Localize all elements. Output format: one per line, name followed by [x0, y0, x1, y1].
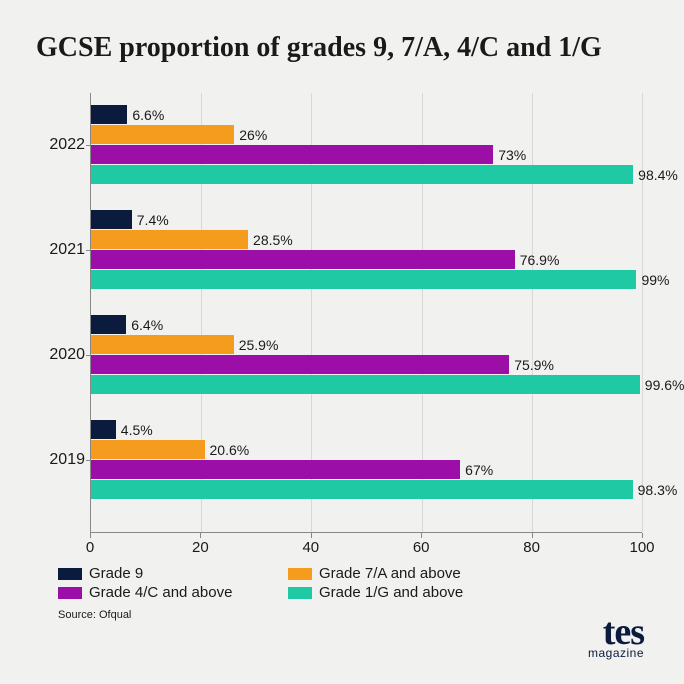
x-tick-label: 40 [302, 539, 319, 556]
chart-title: GCSE proportion of grades 9, 7/A, 4/C an… [36, 30, 648, 65]
bar: 4.5% [91, 420, 116, 439]
legend-swatch [58, 587, 82, 599]
legend-item: Grade 4/C and above [58, 584, 288, 601]
bar: 25.9% [91, 335, 234, 354]
bar: 98.4% [91, 165, 633, 184]
legend-item: Grade 9 [58, 565, 288, 582]
bar-row: 6.6% [91, 105, 642, 124]
x-tick [532, 533, 533, 538]
legend-item: Grade 7/A and above [288, 565, 518, 582]
bar-row: 67% [91, 460, 642, 479]
bar-value-label: 75.9% [509, 357, 554, 373]
x-axis: 020406080100 [90, 533, 642, 557]
bar-row: 73% [91, 145, 642, 164]
x-tick-label: 0 [86, 539, 94, 556]
x-tick [311, 533, 312, 538]
x-tick-label: 100 [629, 539, 654, 556]
bar-row: 7.4% [91, 210, 642, 229]
bar-value-label: 7.4% [132, 212, 169, 228]
legend-item: Grade 1/G and above [288, 584, 518, 601]
bar: 98.3% [91, 480, 633, 499]
bar-row: 26% [91, 125, 642, 144]
chart-container: 20226.6%26%73%98.4%20217.4%28.5%76.9%99%… [36, 93, 648, 621]
bar-row: 98.4% [91, 165, 642, 184]
bar-value-label: 4.5% [116, 422, 153, 438]
bar: 26% [91, 125, 234, 144]
grid-line [642, 93, 643, 532]
bar-row: 6.4% [91, 315, 642, 334]
x-tick [421, 533, 422, 538]
x-tick [200, 533, 201, 538]
legend-label: Grade 7/A and above [319, 565, 461, 582]
legend-label: Grade 9 [89, 565, 143, 582]
logo-text: tes [588, 616, 644, 648]
x-tick-label: 60 [413, 539, 430, 556]
bar-value-label: 98.4% [633, 167, 678, 183]
bar: 73% [91, 145, 493, 164]
legend-label: Grade 4/C and above [89, 584, 232, 601]
bar-value-label: 6.4% [126, 317, 163, 333]
bar-row: 28.5% [91, 230, 642, 249]
bar-value-label: 73% [493, 147, 526, 163]
bar-row: 25.9% [91, 335, 642, 354]
bar-row: 76.9% [91, 250, 642, 269]
bar: 6.4% [91, 315, 126, 334]
bar-row: 75.9% [91, 355, 642, 374]
bar: 6.6% [91, 105, 127, 124]
bar-value-label: 6.6% [127, 107, 164, 123]
publisher-logo: tes magazine [588, 616, 644, 658]
source-label: Source: Ofqual [58, 609, 648, 621]
legend-label: Grade 1/G and above [319, 584, 463, 601]
bar-value-label: 98.3% [633, 482, 678, 498]
bar-row: 4.5% [91, 420, 642, 439]
bar-value-label: 20.6% [205, 442, 250, 458]
bar: 20.6% [91, 440, 205, 459]
bar: 7.4% [91, 210, 132, 229]
year-group: 20217.4%28.5%76.9%99% [91, 210, 642, 289]
year-group: 20194.5%20.6%67%98.3% [91, 420, 642, 499]
year-label: 2021 [37, 241, 85, 259]
bar-value-label: 99% [636, 272, 669, 288]
bar-row: 98.3% [91, 480, 642, 499]
x-tick-label: 20 [192, 539, 209, 556]
bar-row: 99.6% [91, 375, 642, 394]
x-tick-label: 80 [523, 539, 540, 556]
legend: Grade 9 Grade 7/A and above Grade 4/C and … [58, 565, 648, 601]
legend-swatch [288, 568, 312, 580]
bar: 28.5% [91, 230, 248, 249]
year-group: 20226.6%26%73%98.4% [91, 105, 642, 184]
bar: 99% [91, 270, 636, 289]
logo-subtext: magazine [588, 648, 644, 658]
bar: 67% [91, 460, 460, 479]
x-tick [90, 533, 91, 538]
bar: 75.9% [91, 355, 509, 374]
year-group: 20206.4%25.9%75.9%99.6% [91, 315, 642, 394]
bar-value-label: 76.9% [515, 252, 560, 268]
plot-area: 20226.6%26%73%98.4% 20217.4%28.5%76.9%99%… [90, 93, 642, 533]
x-tick [642, 533, 643, 538]
bar-value-label: 26% [234, 127, 267, 143]
bar: 76.9% [91, 250, 515, 269]
year-label: 2020 [37, 346, 85, 364]
year-label: 2022 [37, 136, 85, 154]
bar-value-label: 28.5% [248, 232, 293, 248]
bar: 99.6% [91, 375, 640, 394]
bar-row: 20.6% [91, 440, 642, 459]
legend-swatch [58, 568, 82, 580]
year-label: 2019 [37, 451, 85, 469]
bar-value-label: 25.9% [234, 337, 279, 353]
bar-row: 99% [91, 270, 642, 289]
legend-swatch [288, 587, 312, 599]
bar-value-label: 67% [460, 462, 493, 478]
bar-value-label: 99.6% [640, 377, 684, 393]
